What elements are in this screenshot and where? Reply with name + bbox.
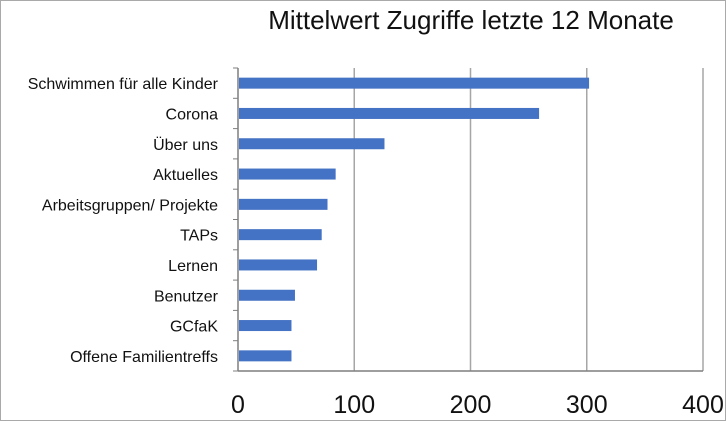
bar bbox=[239, 320, 292, 332]
bar bbox=[239, 77, 590, 89]
bar bbox=[239, 198, 328, 210]
category-label: Lernen bbox=[168, 258, 218, 275]
x-tick-label: 0 bbox=[231, 391, 245, 419]
tick-labels: 0 100 200 300 400 bbox=[231, 391, 724, 419]
x-tick-label: 300 bbox=[566, 391, 608, 419]
bar bbox=[239, 350, 292, 362]
category-label: Corona bbox=[166, 106, 219, 123]
bar bbox=[239, 168, 336, 180]
category-label: Schwimmen für alle Kinder bbox=[28, 76, 219, 93]
category-label: Aktuelles bbox=[153, 167, 218, 184]
x-tick-label: 200 bbox=[450, 391, 492, 419]
bar bbox=[239, 138, 385, 150]
bars bbox=[239, 77, 590, 362]
axes bbox=[233, 67, 703, 372]
category-label: Über uns bbox=[153, 136, 218, 154]
x-tick-label: 400 bbox=[682, 391, 724, 419]
category-label: Offene Familientreffs bbox=[70, 349, 218, 366]
bar bbox=[239, 259, 318, 271]
bar bbox=[239, 229, 322, 241]
bar bbox=[239, 107, 540, 119]
chart-title: Mittelwert Zugriffe letzte 12 Monate bbox=[268, 5, 674, 35]
category-label: Arbeitsgruppen/ Projekte bbox=[42, 197, 218, 214]
category-labels: Schwimmen für alle Kinder Corona Über uns A… bbox=[28, 76, 219, 366]
category-label: TAPs bbox=[180, 228, 218, 245]
x-tick-label: 100 bbox=[333, 391, 375, 419]
bar bbox=[239, 289, 295, 301]
category-label: Benutzer bbox=[154, 288, 219, 305]
category-label: GCfaK bbox=[170, 319, 218, 336]
